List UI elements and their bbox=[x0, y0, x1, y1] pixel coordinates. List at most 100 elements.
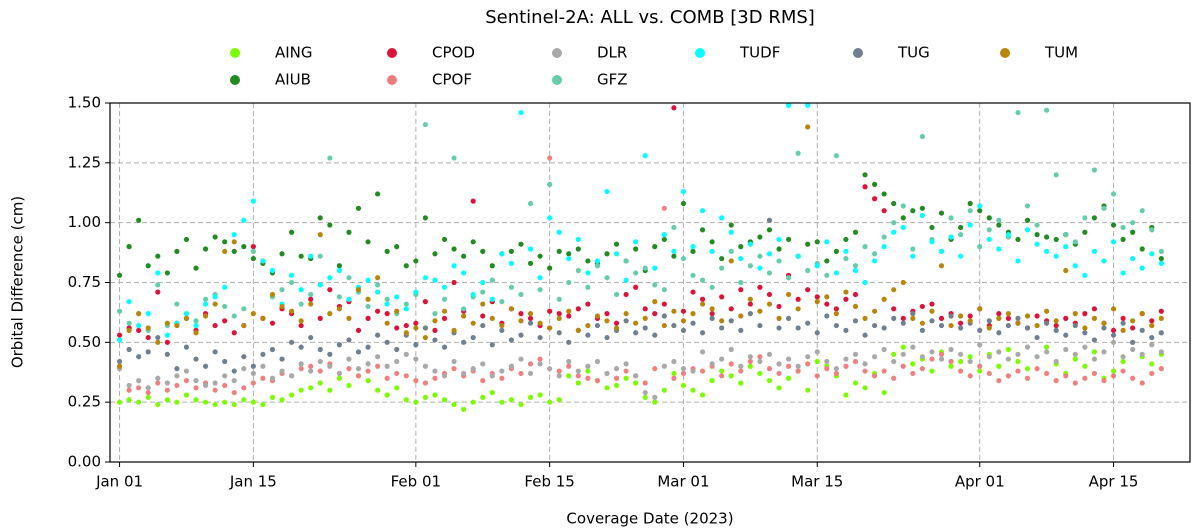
legend-label: GFZ bbox=[597, 71, 628, 89]
point bbox=[776, 246, 782, 252]
point bbox=[900, 351, 906, 357]
point bbox=[1110, 222, 1117, 228]
point bbox=[910, 344, 916, 350]
point bbox=[652, 244, 658, 250]
point bbox=[852, 263, 859, 269]
point bbox=[566, 313, 572, 319]
point bbox=[699, 349, 706, 355]
point bbox=[250, 255, 256, 262]
point bbox=[183, 236, 190, 243]
point bbox=[451, 279, 457, 286]
point bbox=[709, 239, 715, 245]
point bbox=[738, 313, 744, 319]
y-tick-label: 0.50 bbox=[68, 333, 101, 351]
point bbox=[116, 337, 123, 343]
point bbox=[451, 327, 457, 333]
point bbox=[1044, 344, 1050, 350]
point bbox=[948, 358, 954, 365]
point bbox=[1101, 325, 1107, 331]
point bbox=[537, 320, 543, 326]
y-tick-label: 1.25 bbox=[68, 153, 101, 171]
point bbox=[317, 358, 323, 365]
point bbox=[164, 397, 170, 403]
point bbox=[470, 366, 476, 372]
point bbox=[279, 356, 285, 362]
point bbox=[958, 313, 964, 319]
point bbox=[633, 270, 639, 276]
point bbox=[298, 387, 304, 393]
point bbox=[480, 394, 486, 400]
point bbox=[193, 356, 199, 362]
point bbox=[279, 287, 285, 293]
point bbox=[575, 368, 581, 374]
point bbox=[193, 330, 199, 336]
point bbox=[757, 354, 763, 360]
point bbox=[375, 308, 381, 314]
point bbox=[671, 308, 677, 314]
point bbox=[862, 184, 868, 190]
point bbox=[699, 392, 706, 398]
point bbox=[1082, 311, 1088, 317]
point bbox=[661, 287, 667, 293]
point bbox=[738, 380, 744, 386]
point bbox=[174, 382, 180, 389]
point bbox=[633, 246, 639, 252]
point bbox=[958, 325, 964, 331]
point bbox=[872, 308, 878, 314]
point bbox=[996, 363, 1002, 369]
point bbox=[269, 320, 276, 326]
point bbox=[355, 327, 362, 333]
point bbox=[432, 327, 438, 333]
point bbox=[327, 222, 333, 228]
point bbox=[508, 260, 515, 266]
point bbox=[250, 311, 256, 317]
point bbox=[1072, 322, 1078, 329]
point bbox=[155, 334, 161, 341]
point bbox=[183, 315, 190, 321]
point bbox=[145, 325, 151, 331]
point bbox=[604, 251, 610, 257]
point bbox=[1005, 373, 1012, 379]
point bbox=[604, 385, 610, 391]
point bbox=[719, 215, 725, 221]
point bbox=[1101, 258, 1107, 264]
point bbox=[852, 229, 859, 235]
point bbox=[461, 253, 467, 259]
point bbox=[489, 315, 495, 321]
point bbox=[1149, 361, 1155, 367]
point bbox=[642, 389, 648, 396]
x-tick-label: Apr 01 bbox=[955, 473, 1005, 491]
point bbox=[260, 258, 266, 264]
point bbox=[747, 363, 753, 369]
point bbox=[489, 389, 495, 396]
point bbox=[413, 342, 419, 348]
point bbox=[986, 215, 992, 221]
point bbox=[604, 188, 610, 195]
point bbox=[1139, 311, 1145, 317]
point bbox=[814, 263, 820, 269]
point bbox=[508, 306, 515, 312]
point bbox=[1053, 322, 1059, 329]
point bbox=[116, 399, 123, 405]
point bbox=[413, 258, 419, 264]
point bbox=[843, 255, 849, 262]
point bbox=[231, 248, 237, 254]
point bbox=[661, 301, 667, 307]
point bbox=[231, 389, 237, 396]
point bbox=[394, 308, 400, 314]
point bbox=[967, 222, 973, 228]
point bbox=[394, 325, 400, 331]
legend-label: AIUB bbox=[275, 71, 311, 89]
point bbox=[1024, 375, 1031, 381]
point bbox=[1063, 346, 1069, 353]
point bbox=[1101, 378, 1107, 384]
point bbox=[183, 344, 190, 350]
point bbox=[116, 332, 123, 338]
point bbox=[652, 394, 658, 400]
point bbox=[699, 368, 706, 374]
point bbox=[709, 248, 715, 254]
point bbox=[461, 270, 467, 276]
point bbox=[547, 181, 553, 187]
point bbox=[604, 311, 610, 317]
point bbox=[1024, 217, 1031, 223]
